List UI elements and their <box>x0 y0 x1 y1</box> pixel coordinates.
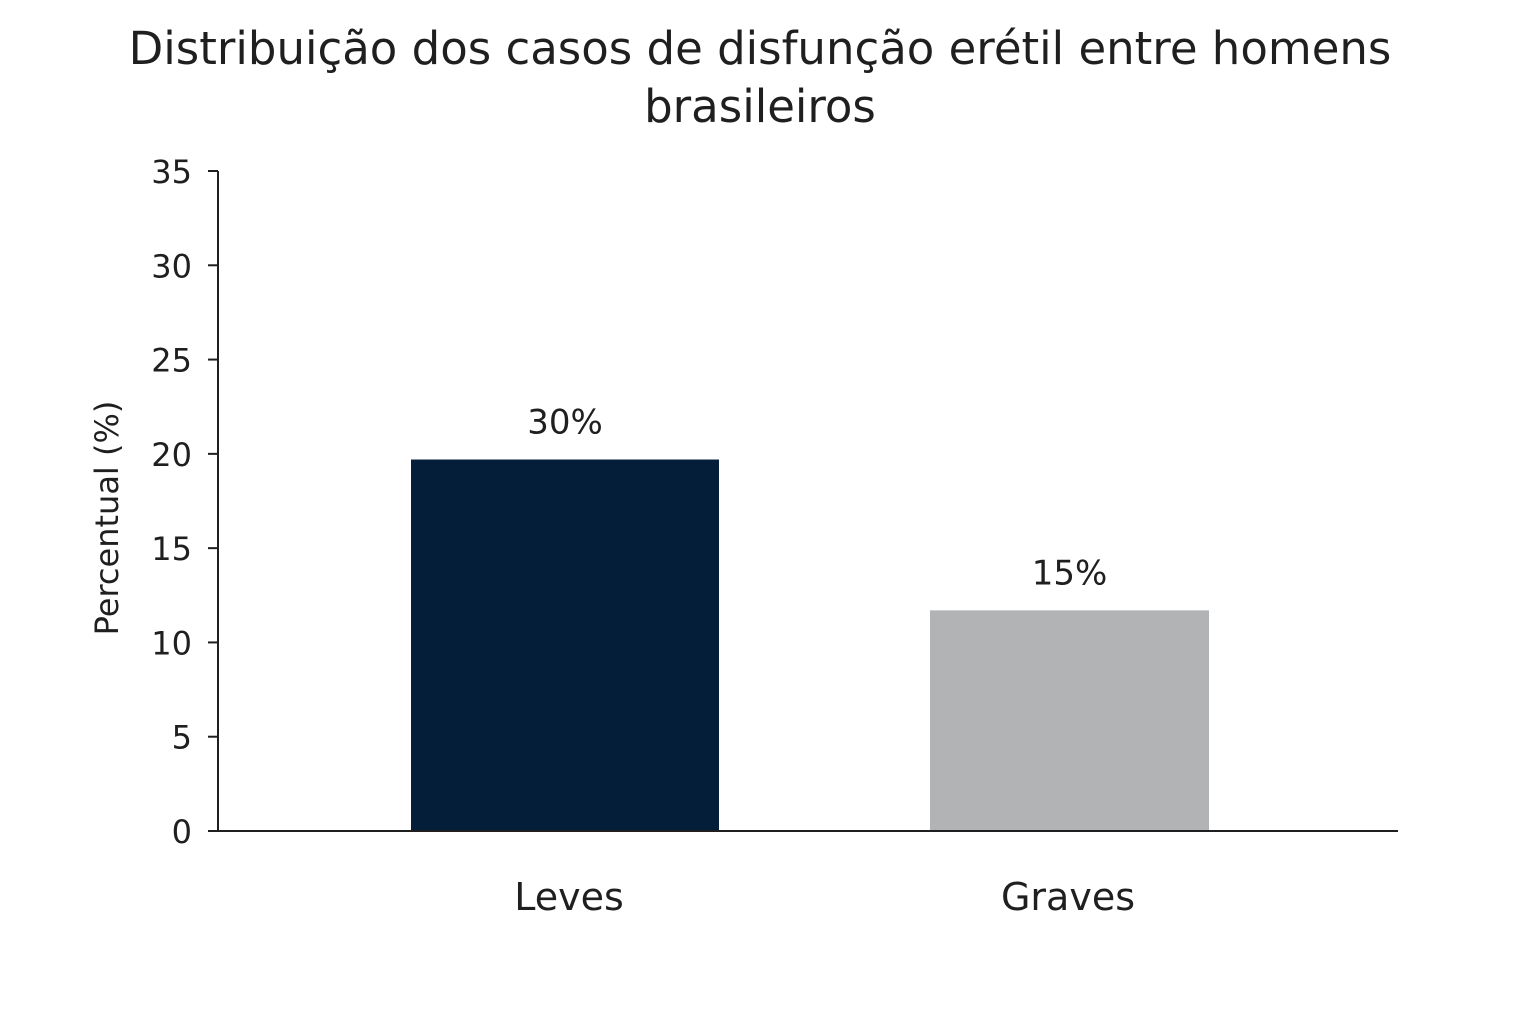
y-tick-label: 20 <box>151 436 192 474</box>
y-tick-label: 35 <box>151 153 192 191</box>
x-tick-label: Leves <box>514 875 624 919</box>
chart-title-line-1: Distribuição dos casos de disfunção erét… <box>129 22 1392 75</box>
bar-value-label: 30% <box>527 403 603 443</box>
x-axis-tick-labels: Leves Graves <box>514 875 1135 919</box>
y-tick-label: 0 <box>172 813 192 851</box>
chart-title: Distribuição dos casos de disfunção erét… <box>129 22 1392 133</box>
chart-title-line-2: brasileiros <box>644 80 876 133</box>
bar-leves <box>411 459 719 831</box>
y-tick-label: 15 <box>151 530 192 568</box>
y-tick-label: 30 <box>151 247 192 285</box>
y-tick-label: 10 <box>151 624 192 662</box>
y-tick-label: 5 <box>172 719 192 757</box>
bar-value-label: 15% <box>1032 553 1108 593</box>
data-labels: 30% 15% <box>527 403 1107 594</box>
y-axis-label: Percentual (%) <box>88 401 126 636</box>
y-axis-ticks: 0 5 10 15 20 25 30 35 <box>151 153 218 851</box>
bar-graves <box>930 610 1209 831</box>
bars <box>411 459 1209 831</box>
x-tick-label: Graves <box>1001 875 1135 919</box>
y-tick-label: 25 <box>151 342 192 380</box>
